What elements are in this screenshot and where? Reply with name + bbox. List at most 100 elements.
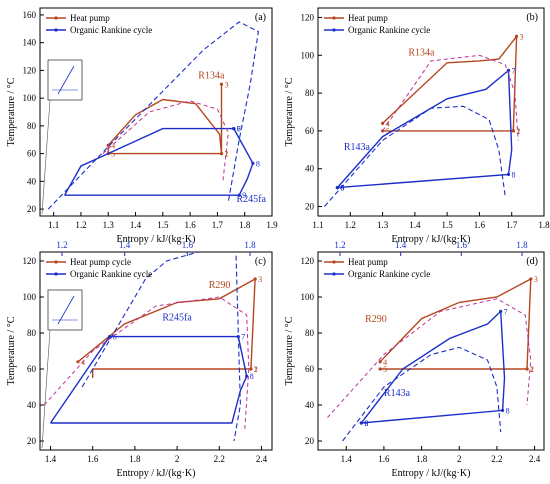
y-tick-label: 20 xyxy=(305,202,315,212)
y-tick-label: 100 xyxy=(301,50,315,60)
state-point xyxy=(335,186,339,190)
x-axis-label: Entropy / kJ/(kg·K) xyxy=(392,234,471,245)
state-point xyxy=(219,152,224,156)
inset-frame xyxy=(47,59,83,101)
state-point xyxy=(237,193,241,197)
y-tick-label: 120 xyxy=(23,65,37,75)
y-tick-label: 100 xyxy=(23,292,37,302)
chart-panel-2: 1.1 1.2 1.3 1.4 1.5 1.6 1.7 1.8 20 40 60 80 100 120 En… xyxy=(284,7,550,245)
state-point-label: 2 xyxy=(254,365,258,374)
series-line-orc xyxy=(360,309,506,424)
fluid-label: R134a xyxy=(198,71,225,82)
legend-entry: Organic Rankine cycle xyxy=(70,269,152,279)
state-point xyxy=(359,421,363,425)
inset-leader xyxy=(41,329,51,449)
y-tick-label: 140 xyxy=(23,38,37,48)
legend-marker xyxy=(54,272,58,276)
chart-panel-1: 1.1 1.2 1.3 1.4 1.5 1.6 1.7 1.8 1.9 20 40 60 80 100 12… xyxy=(6,7,278,245)
x-tick-label: 1.6 xyxy=(474,220,486,230)
y-tick-label: 20 xyxy=(27,204,37,214)
series-line-orc xyxy=(336,68,513,189)
state-point xyxy=(514,34,519,38)
x-tick-label: 1.3 xyxy=(377,220,389,230)
y-tick-label: 120 xyxy=(23,256,37,266)
panel-label: (a) xyxy=(255,12,266,23)
state-point-label: 6 xyxy=(340,184,344,193)
state-point-label: 3 xyxy=(258,275,262,284)
state-point xyxy=(378,367,382,371)
x-axis-label: Entropy / kJ/(kg·K) xyxy=(392,468,471,479)
state-point-label: 1 xyxy=(254,365,258,374)
top-x-tick-label: 1.4 xyxy=(395,240,407,250)
x-tick-label: 2.2 xyxy=(491,454,502,464)
legend-entry: Organic Rankine cycle xyxy=(348,25,430,35)
legend-marker xyxy=(332,260,336,264)
top-x-tick-label: 1.4 xyxy=(119,240,131,250)
chart-panel-4: 1.4 1.6 1.8 2 2.2 2.4 1.2 1.4 1.6 1.8 20 40 60 80 100 1… xyxy=(284,240,545,479)
state-point-label: 1 xyxy=(516,127,520,136)
state-point-label: 7 xyxy=(504,307,508,316)
x-tick-label: 2 xyxy=(457,454,462,464)
state-point xyxy=(529,277,533,281)
x-tick-label: 2.4 xyxy=(256,454,268,464)
x-tick-label: 2 xyxy=(175,454,180,464)
state-point-label: 5 xyxy=(111,150,115,159)
panel-label: (b) xyxy=(526,12,538,23)
panel-label: (c) xyxy=(255,256,266,267)
legend-entry: Heat pump cycle xyxy=(70,257,131,267)
state-point-label: 4 xyxy=(383,358,387,367)
state-point xyxy=(511,129,515,133)
x-tick-label: 2.4 xyxy=(529,454,541,464)
state-point-label: 6 xyxy=(113,333,117,342)
plot-frame xyxy=(39,7,273,217)
legend-marker xyxy=(54,28,58,32)
fluid-label: R245fa xyxy=(162,312,192,323)
state-point xyxy=(499,309,503,313)
x-tick-label: 1.8 xyxy=(538,220,550,230)
top-x-tick-label: 1.2 xyxy=(334,240,345,250)
state-point-label: 7 xyxy=(511,66,515,75)
y-tick-label: 80 xyxy=(305,328,315,338)
state-point-label: 2 xyxy=(225,150,229,159)
series-line-dash_pink xyxy=(43,296,250,433)
x-tick-label: 1.1 xyxy=(312,220,323,230)
state-point xyxy=(380,121,385,125)
legend-entry: Heat pump xyxy=(70,13,110,23)
fluid-label: R290 xyxy=(209,280,231,291)
x-tick-label: 1.4 xyxy=(341,454,353,464)
state-point-label: 1 xyxy=(530,365,534,374)
y-tick-label: 100 xyxy=(301,292,315,302)
inset-line xyxy=(57,65,75,95)
x-tick-label: 1.5 xyxy=(442,220,454,230)
x-tick-label: 1.7 xyxy=(506,220,518,230)
x-tick-label: 1.4 xyxy=(130,220,142,230)
plot-area: 4 3 21 5 6 7 8 9 xyxy=(327,275,538,442)
plot-frame xyxy=(317,251,545,451)
x-tick-label: 1.4 xyxy=(45,454,57,464)
x-tick-label: 1.5 xyxy=(157,220,169,230)
x-tick-label: 1.8 xyxy=(239,220,251,230)
series-line-hp xyxy=(107,84,223,155)
series-line-hp xyxy=(77,277,256,378)
state-point xyxy=(251,161,255,165)
y-tick-label: 60 xyxy=(305,126,315,136)
x-tick-label: 1.6 xyxy=(378,454,390,464)
state-point-label: 8 xyxy=(511,170,515,179)
x-tick-label: 1.1 xyxy=(48,220,59,230)
y-axis-label: Temperature / °C xyxy=(284,316,295,385)
y-axis-label: Temperature / °C xyxy=(6,316,17,385)
series-line-dome xyxy=(342,346,502,442)
state-point-label: 7 xyxy=(241,333,245,342)
state-point-label: 2 xyxy=(516,127,520,136)
x-tick-label: 1.4 xyxy=(409,220,421,230)
series-line-dash_pink xyxy=(327,298,532,418)
fluid-label: R134a xyxy=(408,47,435,58)
series-line-dash_pink xyxy=(102,100,229,182)
y-tick-label: 40 xyxy=(27,400,37,410)
top-x-tick-label: 1.8 xyxy=(244,240,256,250)
state-point-label: 8 xyxy=(250,372,254,381)
legend-marker xyxy=(332,16,336,20)
state-point xyxy=(232,127,236,131)
state-point xyxy=(219,82,224,86)
